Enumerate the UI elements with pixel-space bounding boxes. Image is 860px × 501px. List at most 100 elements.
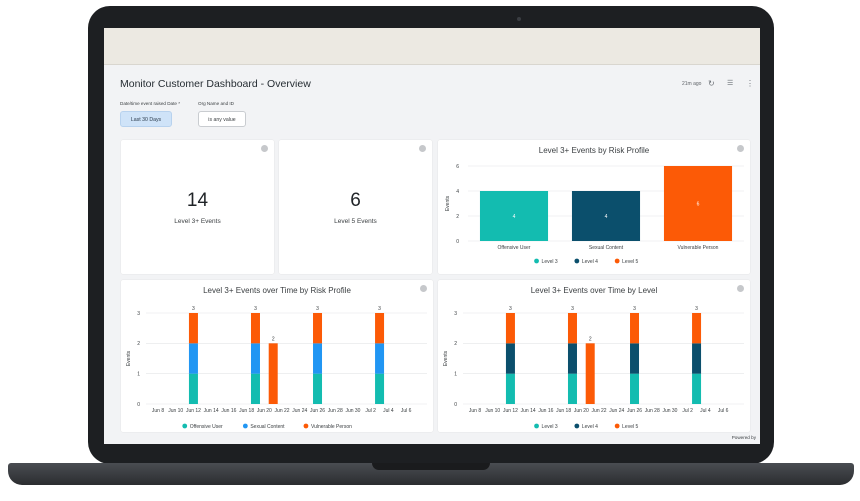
x-tick-label: Jun 22 [592,408,607,414]
y-tick-label: 0 [454,402,457,408]
risk-profile-bar-chart: Level 3+ Events by Risk Profile 0 2 4 6 Event… [445,146,744,265]
bar-segment-level-4 [692,343,702,374]
legend-label: Vulnerable Person [311,424,352,430]
bar-vulnerable-person [663,166,733,241]
bar-segment-offensive-user [313,373,323,404]
x-tick-label: Jun 22 [275,408,290,414]
x-tick-label: Jun 20 [574,408,589,414]
data-label: 2 [272,336,275,342]
y-tick-label: 2 [454,341,457,347]
bar-segment-level-3 [567,373,577,404]
legend-label: Level 4 [582,424,598,430]
y-tick-label: 3 [137,311,140,317]
x-tick-label: Jun 8 [152,408,164,414]
kpi-value: 6 [350,190,361,211]
x-tick-label: Sexual Content [589,245,624,251]
y-tick-label: 6 [456,164,459,170]
x-tick-label: Jun 16 [221,408,236,414]
filter-label-date: Date/time event raised Date * [120,101,181,106]
legend-swatch [182,423,188,429]
legend-swatch [614,258,620,264]
org-filter-button[interactable]: is any value [198,111,246,127]
x-tick-label: Jun 18 [556,408,571,414]
x-tick-label: Jun 30 [662,408,677,414]
bar-segment-level-3 [630,373,640,404]
chart-title: Level 3+ Events over Time by Risk Profil… [203,286,351,295]
bar-offensive-user [479,191,549,241]
bar-segment-level-5 [630,313,640,344]
bar-segment-vulnerable-person [188,313,198,344]
x-tick-label: Jul 2 [682,408,693,414]
bar-segment-vulnerable-person [250,313,260,344]
legend-swatch [534,258,539,264]
x-tick-label: Jul 4 [700,408,711,414]
x-tick-label: Jul 4 [383,408,394,414]
x-tick-label: Jun 24 [609,408,624,414]
x-tick-label: Jul 2 [365,408,376,414]
bar-segment-level-3 [692,373,702,404]
data-label: 4 [513,214,516,220]
bar-segment-vulnerable-person [313,313,323,344]
x-tick-label: Jun 28 [645,408,660,414]
chart-title: Level 3+ Events by Risk Profile [539,146,650,155]
kpi-label: Level 3+ Events [174,218,221,225]
y-axis-label: Events [443,350,449,366]
camera-icon [517,17,521,21]
info-icon[interactable] [737,285,744,292]
level-time-chart: Level 3+ Events over Time by Level 0 1 2 3 Ev… [443,286,744,430]
kpi-tile-level5: 6 Level 5 Events [279,140,432,274]
bar-segment-level-5 [567,313,577,344]
data-label: 3 [509,306,512,312]
data-label: 4 [605,214,608,220]
kpi-tile-level3: 14 Level 3+ Events [121,140,274,274]
x-tick-label: Jul 6 [401,408,412,414]
legend-label: Level 5 [622,424,638,430]
y-tick-label: 1 [454,371,457,377]
legend-swatch [574,258,580,264]
bar-segment-level-4 [630,343,640,374]
data-label: 6 [697,202,700,208]
x-tick-label: Jun 12 [186,408,201,414]
y-tick-label: 2 [137,341,140,347]
x-tick-label: Jun 24 [292,408,307,414]
info-icon[interactable] [419,145,426,152]
last-updated: 21m ago [682,81,702,87]
top-bar [104,28,760,65]
risk-profile-bar-tile: Level 3+ Events by Risk Profile 0 2 4 6 Event… [438,140,750,274]
data-label: 3 [633,306,636,312]
legend-label: Level 3 [542,424,558,430]
bar-segment-sexual-content [375,343,385,374]
legend-swatch [303,423,309,429]
data-label: 3 [192,306,195,312]
data-label: 2 [589,336,592,342]
legend-swatch [614,423,620,429]
bar-segment-level-4 [505,343,515,374]
bar-segment-level-5 [585,343,595,404]
more-icon[interactable]: ⋮ [746,79,754,88]
data-label: 3 [378,306,381,312]
y-axis-label: Events [126,350,132,366]
y-axis-label: Events [445,195,451,211]
legend-swatch [574,423,580,429]
x-tick-label: Vulnerable Person [678,245,719,251]
info-icon[interactable] [737,145,744,152]
bar-segment-sexual-content [188,343,198,374]
x-tick-label: Jun 10 [485,408,500,414]
x-tick-label: Jun 14 [521,408,536,414]
bar-segment-offensive-user [250,373,260,404]
dashboard-screen: Monitor Customer Dashboard - Overview 21… [104,28,760,444]
bar-segment-sexual-content [313,343,323,374]
bar-segment-sexual-content [250,343,260,374]
filter-icon[interactable]: ☰ [727,80,734,87]
legend-swatch [534,423,539,429]
refresh-icon[interactable]: ↻ [708,79,715,88]
x-tick-label: Jun 12 [503,408,518,414]
bar-segment-level-3 [505,373,515,404]
info-icon[interactable] [420,285,427,292]
y-tick-label: 1 [137,371,140,377]
chart-title: Level 3+ Events over Time by Level [531,286,658,295]
date-filter-button[interactable]: Last 30 Days [120,111,172,127]
info-icon[interactable] [261,145,268,152]
powered-by: Powered by [731,435,756,440]
x-tick-label: Jun 10 [168,408,183,414]
